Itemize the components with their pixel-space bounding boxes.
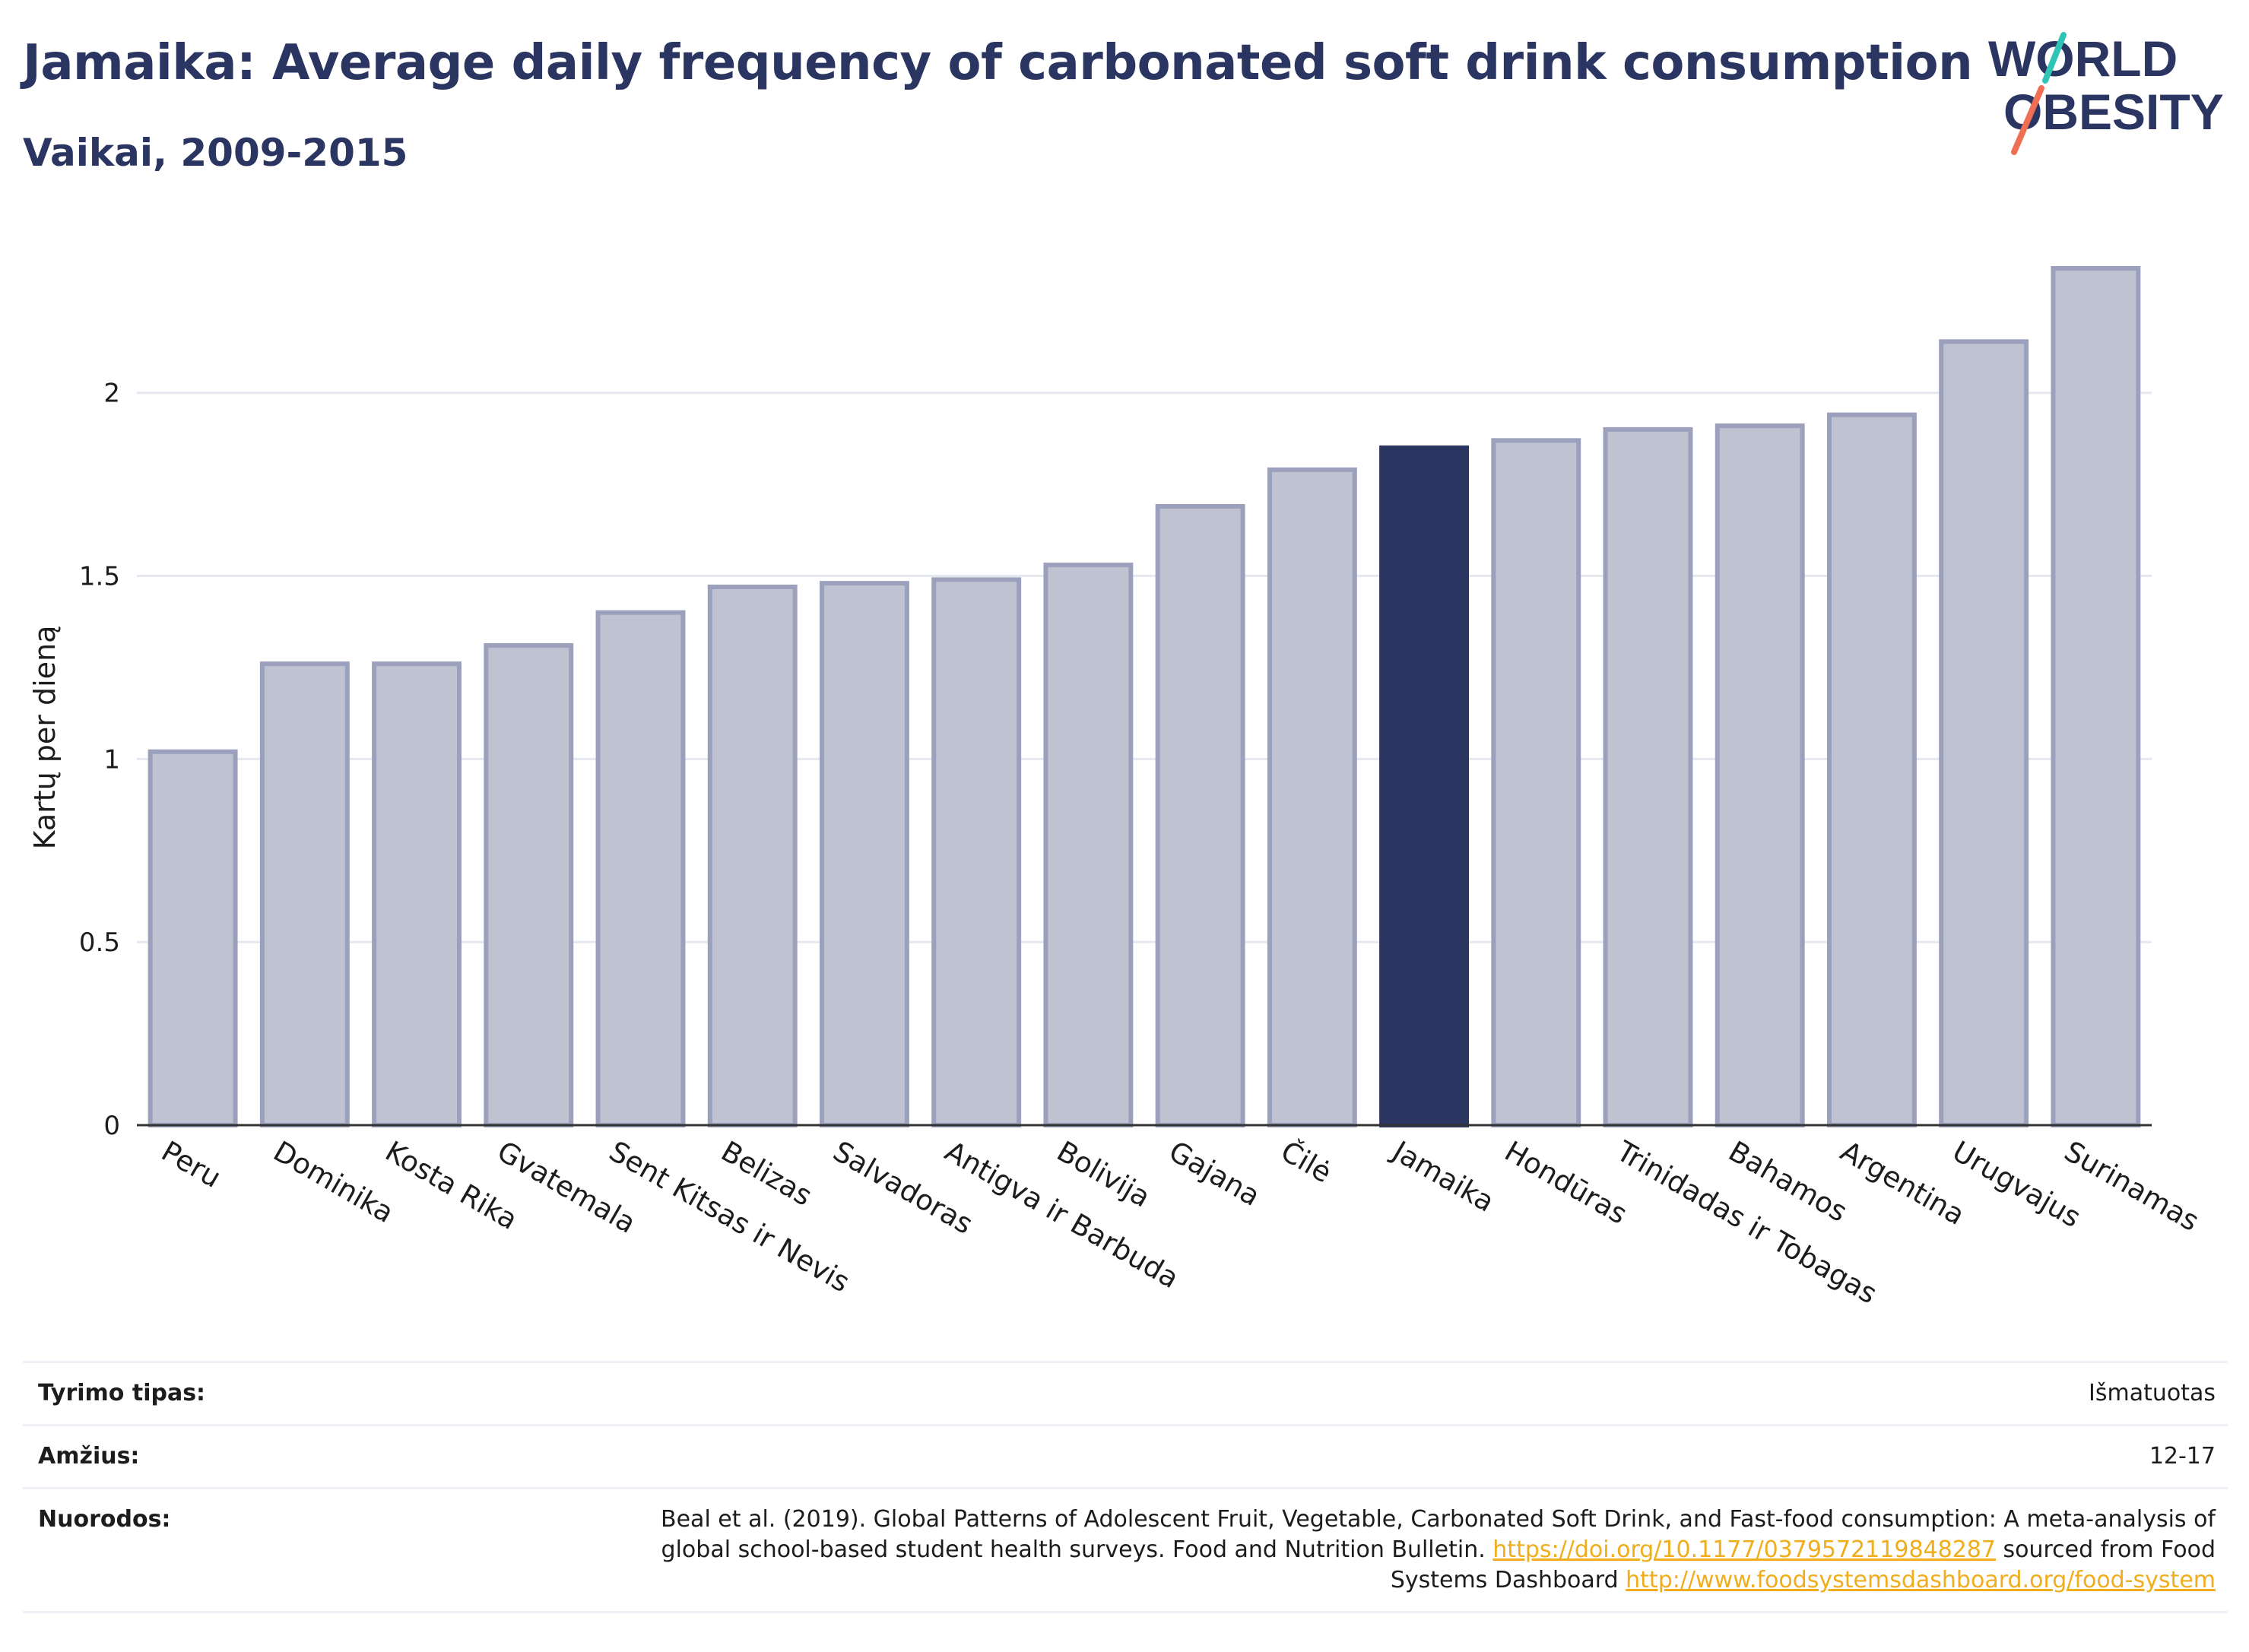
logo-slash-coral (2011, 85, 2044, 155)
bar[interactable] (1715, 423, 1805, 1127)
bar[interactable] (372, 661, 462, 1127)
bar[interactable] (707, 585, 798, 1127)
meta-label-age: Amžius: (38, 1443, 140, 1470)
y-tick-label: 1.5 (79, 562, 120, 592)
x-tick-label: Peru (156, 1135, 227, 1194)
logo-slash-teal (2042, 32, 2067, 84)
metadata-table: Tyrimo tipas: Išmatuotas Amžius: 12-17 N… (23, 1361, 2228, 1613)
meta-row-study-type: Tyrimo tipas: Išmatuotas (23, 1361, 2228, 1424)
food-systems-dashboard-link[interactable]: http://www.foodsystemsdashboard.org/food… (1626, 1567, 2216, 1593)
x-tick-label: Hondūras (1499, 1135, 1633, 1231)
x-tick-label: Urugvajus (1947, 1135, 2086, 1235)
reference-source-text: sourced from Food Systems Dashboard (1390, 1536, 2216, 1593)
x-tick-label: Čilė (1275, 1134, 1337, 1190)
x-tick-label: Dominika (268, 1135, 399, 1230)
bar[interactable] (1939, 339, 2029, 1127)
grid-lines (137, 392, 2152, 943)
x-tick-label: Gajana (1163, 1135, 1265, 1213)
y-tick-label: 2 (103, 379, 120, 409)
y-tick-label: 0.5 (79, 927, 120, 958)
bar[interactable] (148, 749, 238, 1127)
bar[interactable] (2051, 265, 2141, 1127)
x-tick-label: Argentina (1835, 1135, 1970, 1232)
meta-row-references: Nuorodos: Beal et al. (2019). Global Pat… (23, 1487, 2228, 1613)
meta-value-age: 12-17 (2149, 1443, 2216, 1470)
logo-word-world: WORLD (1988, 30, 2178, 87)
doi-link[interactable]: https://doi.org/10.1177/0379572119848287 (1492, 1536, 1996, 1563)
meta-value-references: Beal et al. (2019). Global Patterns of A… (23, 1489, 2228, 1611)
bar[interactable] (1155, 504, 1245, 1127)
chart-title: Jamaika: Average daily frequency of carb… (23, 35, 1973, 91)
bars (148, 265, 2141, 1127)
bar[interactable] (820, 581, 909, 1127)
world-obesity-logo: WORLD OBESITY (1988, 30, 2224, 155)
meta-row-age: Amžius: 12-17 (23, 1424, 2228, 1487)
bar[interactable] (595, 610, 686, 1127)
bar[interactable] (1491, 438, 1581, 1127)
reference-text: Beal et al. (2019). Global Patterns of A… (661, 1506, 2216, 1563)
y-axis-title: Kartų per dieną (28, 626, 62, 850)
bar[interactable] (259, 661, 350, 1127)
x-tick-label: Jamaika (1386, 1134, 1500, 1219)
chart-subtitle: Vaikai, 2009-2015 (23, 131, 408, 175)
meta-label-references: Nuorodos: (38, 1506, 171, 1533)
y-tick-label: 0 (103, 1111, 120, 1141)
bar[interactable] (1267, 467, 1357, 1127)
bar[interactable] (484, 643, 574, 1127)
meta-value-study-type: Išmatuotas (2089, 1380, 2216, 1406)
y-tick-label: 1 (103, 744, 120, 775)
bar[interactable] (931, 577, 1022, 1127)
bar-highlighted[interactable] (1379, 445, 1469, 1127)
x-tick-label: Surinamas (2059, 1135, 2205, 1238)
bar[interactable] (1827, 412, 1917, 1127)
bar[interactable] (1603, 426, 1693, 1127)
meta-label-study-type: Tyrimo tipas: (38, 1380, 206, 1406)
bar[interactable] (1043, 563, 1134, 1127)
